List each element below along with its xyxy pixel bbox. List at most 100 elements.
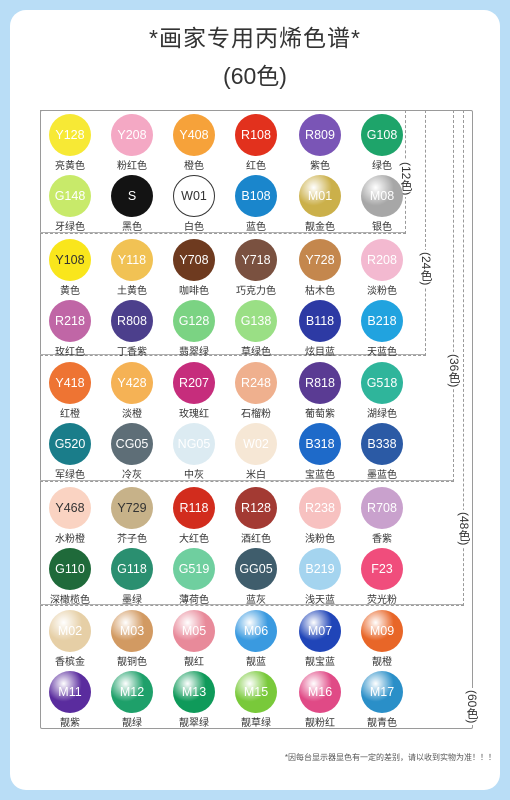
color-swatch: G519 薄荷色 (160, 548, 228, 607)
color-swatch: R708 香紫 (348, 487, 416, 546)
color-swatch: R809 紫色 (286, 114, 354, 173)
color-swatch: G118 墨绿 (98, 548, 166, 607)
swatch-circle: Y468 (49, 487, 91, 529)
swatch-circle: M13 (173, 671, 215, 713)
swatch-circle: G138 (235, 300, 277, 342)
swatch-name: 酒红色 (241, 534, 271, 545)
swatch-name: 靓紫 (60, 718, 80, 729)
swatch-circle: Y418 (49, 362, 91, 404)
swatch-name: 靓草绿 (241, 718, 271, 729)
swatch-circle: Y128 (49, 114, 91, 156)
swatch-name: 橙色 (184, 161, 204, 172)
swatch-circle: R238 (299, 487, 341, 529)
swatch-circle: Y208 (111, 114, 153, 156)
swatch-name: 靓绿 (122, 718, 142, 729)
swatch-circle: M11 (49, 671, 91, 713)
swatch-circle: B108 (235, 175, 277, 217)
swatch-name: 冷灰 (122, 470, 142, 481)
swatch-circle: G520 (49, 423, 91, 465)
swatch-name: 枯木色 (305, 286, 335, 297)
color-swatch: M05 靓红 (160, 610, 228, 669)
swatch-name: 靓橙 (372, 657, 392, 668)
disclaimer-note: *因每台显示器显色有一定的差别，请以收到实物为准！！！ (284, 753, 496, 762)
swatch-name: 银色 (372, 222, 392, 233)
swatch-name: 天蓝色 (367, 347, 397, 358)
color-swatch: R248 石榴粉 (222, 362, 290, 421)
swatch-circle: B218 (361, 300, 403, 342)
swatch-circle: Y428 (111, 362, 153, 404)
color-swatch: Y408 橙色 (160, 114, 228, 173)
swatch-name: 绿色 (372, 161, 392, 172)
color-swatch: M11 靓紫 (36, 671, 104, 730)
group-label-60: (60色) (465, 688, 479, 726)
color-swatch: M02 香槟金 (36, 610, 104, 669)
swatch-name: 靓粉红 (305, 718, 335, 729)
swatch-name: 石榴粉 (241, 409, 271, 420)
swatch-circle: M16 (299, 671, 341, 713)
swatch-circle: R248 (235, 362, 277, 404)
group-divider (40, 354, 425, 355)
swatch-circle: M15 (235, 671, 277, 713)
swatch-circle: Y718 (235, 239, 277, 281)
color-swatch: F23 荧光粉 (348, 548, 416, 607)
swatch-circle: Y708 (173, 239, 215, 281)
swatch-circle: M05 (173, 610, 215, 652)
color-swatch: R108 红色 (222, 114, 290, 173)
color-swatch: R818 葡萄紫 (286, 362, 354, 421)
swatch-name: 薄荷色 (179, 595, 209, 606)
swatch-circle: R809 (299, 114, 341, 156)
page-subtitle: (60色) (223, 63, 287, 89)
color-swatch: GG05 蓝灰 (222, 548, 290, 607)
swatch-name: 浅天蓝 (305, 595, 335, 606)
swatch-name: 靓金色 (305, 222, 335, 233)
swatch-name: 靓蓝 (246, 657, 266, 668)
swatch-circle: F23 (361, 548, 403, 590)
swatch-name: 巧克力色 (236, 286, 276, 297)
swatch-name: 靓青色 (367, 718, 397, 729)
swatch-name: 淡橙 (122, 409, 142, 420)
group-label-12: (12色) (399, 160, 413, 198)
swatch-circle: G108 (361, 114, 403, 156)
swatch-name: 荧光粉 (367, 595, 397, 606)
swatch-circle: B318 (299, 423, 341, 465)
color-swatch: G520 军绿色 (36, 423, 104, 482)
swatch-circle: R128 (235, 487, 277, 529)
color-swatch: R208 淡粉色 (348, 239, 416, 298)
swatch-circle: B118 (299, 300, 341, 342)
color-swatch: G148 牙绿色 (36, 175, 104, 234)
swatch-name: 芥子色 (117, 534, 147, 545)
swatch-name: 粉红色 (117, 161, 147, 172)
swatch-circle: M01 (299, 175, 341, 217)
color-swatch: Y208 粉红色 (98, 114, 166, 173)
swatch-name: 蓝色 (246, 222, 266, 233)
swatch-circle: S (111, 175, 153, 217)
swatch-name: 红色 (246, 161, 266, 172)
color-swatch: R118 大红色 (160, 487, 228, 546)
color-swatch: Y729 芥子色 (98, 487, 166, 546)
swatch-name: 军绿色 (55, 470, 85, 481)
swatch-circle: M07 (299, 610, 341, 652)
color-swatch: Y418 红橙 (36, 362, 104, 421)
swatch-circle: G518 (361, 362, 403, 404)
swatch-name: 黑色 (122, 222, 142, 233)
swatch-name: 蓝灰 (246, 595, 266, 606)
swatch-name: 丁香紫 (117, 347, 147, 358)
swatch-circle: M08 (361, 175, 403, 217)
swatch-circle: M06 (235, 610, 277, 652)
color-swatch: CG05 冷灰 (98, 423, 166, 482)
color-swatch: Y708 咖啡色 (160, 239, 228, 298)
color-swatch: R218 玫红色 (36, 300, 104, 359)
swatch-name: 玫瑰红 (179, 409, 209, 420)
swatch-name: 靓铜色 (117, 657, 147, 668)
color-swatch: Y128 亮黄色 (36, 114, 104, 173)
swatch-name: 深橄榄色 (50, 595, 90, 606)
group-divider (40, 232, 405, 233)
swatch-circle: W01 (173, 175, 215, 217)
swatch-circle: Y108 (49, 239, 91, 281)
color-swatch: R808 丁香紫 (98, 300, 166, 359)
color-swatch: G138 草绿色 (222, 300, 290, 359)
swatch-name: 靓宝蓝 (305, 657, 335, 668)
swatch-circle: CG05 (111, 423, 153, 465)
swatch-name: 墨蓝色 (367, 470, 397, 481)
swatch-circle: G110 (49, 548, 91, 590)
